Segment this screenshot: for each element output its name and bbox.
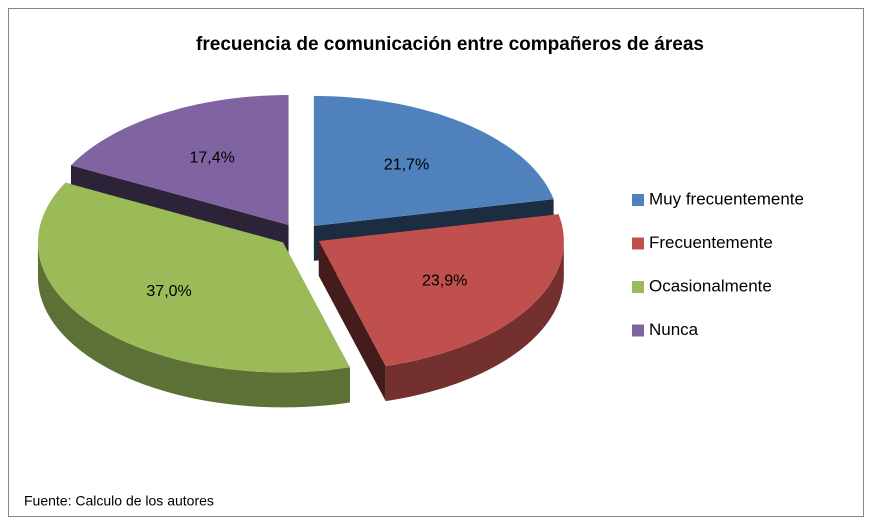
slice-side [37,242,350,408]
legend-swatch [632,237,644,250]
legend-swatch [632,324,644,337]
slice-top [313,95,554,226]
slice-cut-face [318,241,386,402]
pie-slice [318,214,564,402]
data-label: 23,9% [422,273,467,290]
data-label: 21,7% [384,157,429,174]
legend-label: Nunca [649,320,699,339]
slice-side [385,241,564,402]
source-note: Fuente: Calculo de los autores [24,493,214,509]
slice-top [318,214,564,367]
chart-title: frecuencia de comunicación entre compañe… [196,34,704,55]
legend-label: Muy frecuentemente [649,189,804,208]
legend-label: Ocasionalmente [649,276,772,295]
legend-label: Frecuentemente [649,233,773,252]
slice-top [70,95,289,226]
legend-swatch [632,194,644,206]
data-label: 17,4% [189,150,234,167]
pie-slice [37,182,350,408]
slice-top [37,182,350,373]
data-label: 37,0% [146,283,191,300]
legend-swatch [632,281,644,293]
